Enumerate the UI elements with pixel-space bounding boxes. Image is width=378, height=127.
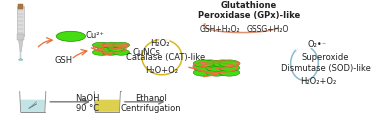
Text: O₂•⁻: O₂•⁻ [307, 40, 327, 49]
Bar [17, 6, 24, 36]
Circle shape [219, 69, 240, 76]
Circle shape [201, 60, 214, 65]
Bar [18, 4, 23, 9]
Text: GSH: GSH [54, 56, 73, 65]
Text: CuNCs: CuNCs [133, 48, 161, 57]
Circle shape [98, 46, 114, 51]
Text: Catalase (CAT)-like: Catalase (CAT)-like [126, 53, 205, 62]
Circle shape [195, 60, 208, 65]
Circle shape [206, 64, 227, 72]
Circle shape [94, 43, 104, 46]
Circle shape [214, 60, 227, 65]
Text: GSH+H₂O₂: GSH+H₂O₂ [200, 25, 240, 34]
Circle shape [109, 46, 119, 50]
Circle shape [219, 64, 240, 72]
Circle shape [113, 49, 130, 55]
Bar [17, 34, 24, 40]
Circle shape [92, 42, 109, 48]
Text: Glutathione: Glutathione [221, 1, 277, 10]
Polygon shape [95, 100, 120, 112]
Circle shape [208, 65, 221, 69]
Circle shape [208, 69, 221, 74]
Circle shape [114, 50, 125, 54]
Circle shape [64, 34, 73, 37]
Circle shape [113, 42, 130, 48]
Circle shape [200, 60, 220, 67]
Circle shape [92, 49, 109, 55]
Text: GSSG+H₂O: GSSG+H₂O [246, 25, 288, 34]
Circle shape [108, 46, 124, 51]
Text: Dismutase (SOD)-like: Dismutase (SOD)-like [281, 64, 370, 73]
Circle shape [99, 46, 109, 50]
Circle shape [219, 60, 240, 67]
Circle shape [59, 32, 77, 38]
Polygon shape [20, 51, 22, 59]
Circle shape [212, 60, 233, 67]
Text: H₂O₂: H₂O₂ [150, 39, 170, 48]
Polygon shape [19, 40, 23, 51]
Text: H₂O+O₂: H₂O+O₂ [146, 66, 178, 75]
Text: Peroxidase (GPx)-like: Peroxidase (GPx)-like [198, 11, 301, 20]
Circle shape [193, 69, 214, 76]
Circle shape [102, 42, 119, 48]
Text: H₂O₂+O₂: H₂O₂+O₂ [300, 77, 336, 86]
Circle shape [94, 50, 104, 54]
Circle shape [193, 64, 214, 72]
Circle shape [220, 60, 234, 65]
Circle shape [220, 69, 234, 74]
Polygon shape [20, 100, 45, 112]
Circle shape [195, 65, 208, 69]
Circle shape [114, 43, 125, 46]
Circle shape [19, 59, 23, 60]
Circle shape [206, 69, 227, 76]
Text: Superoxide: Superoxide [302, 53, 349, 62]
Text: NaOH: NaOH [75, 94, 99, 103]
Circle shape [104, 50, 115, 54]
Circle shape [55, 31, 81, 40]
Circle shape [56, 31, 85, 41]
Circle shape [195, 69, 208, 74]
Text: Ethanol: Ethanol [135, 94, 167, 103]
Text: Cu²⁺: Cu²⁺ [85, 31, 104, 40]
Text: 90 °C: 90 °C [76, 104, 99, 113]
Circle shape [104, 43, 115, 46]
Circle shape [193, 60, 214, 67]
Text: Centrifugation: Centrifugation [121, 104, 181, 113]
Circle shape [220, 65, 234, 69]
Circle shape [102, 49, 119, 55]
